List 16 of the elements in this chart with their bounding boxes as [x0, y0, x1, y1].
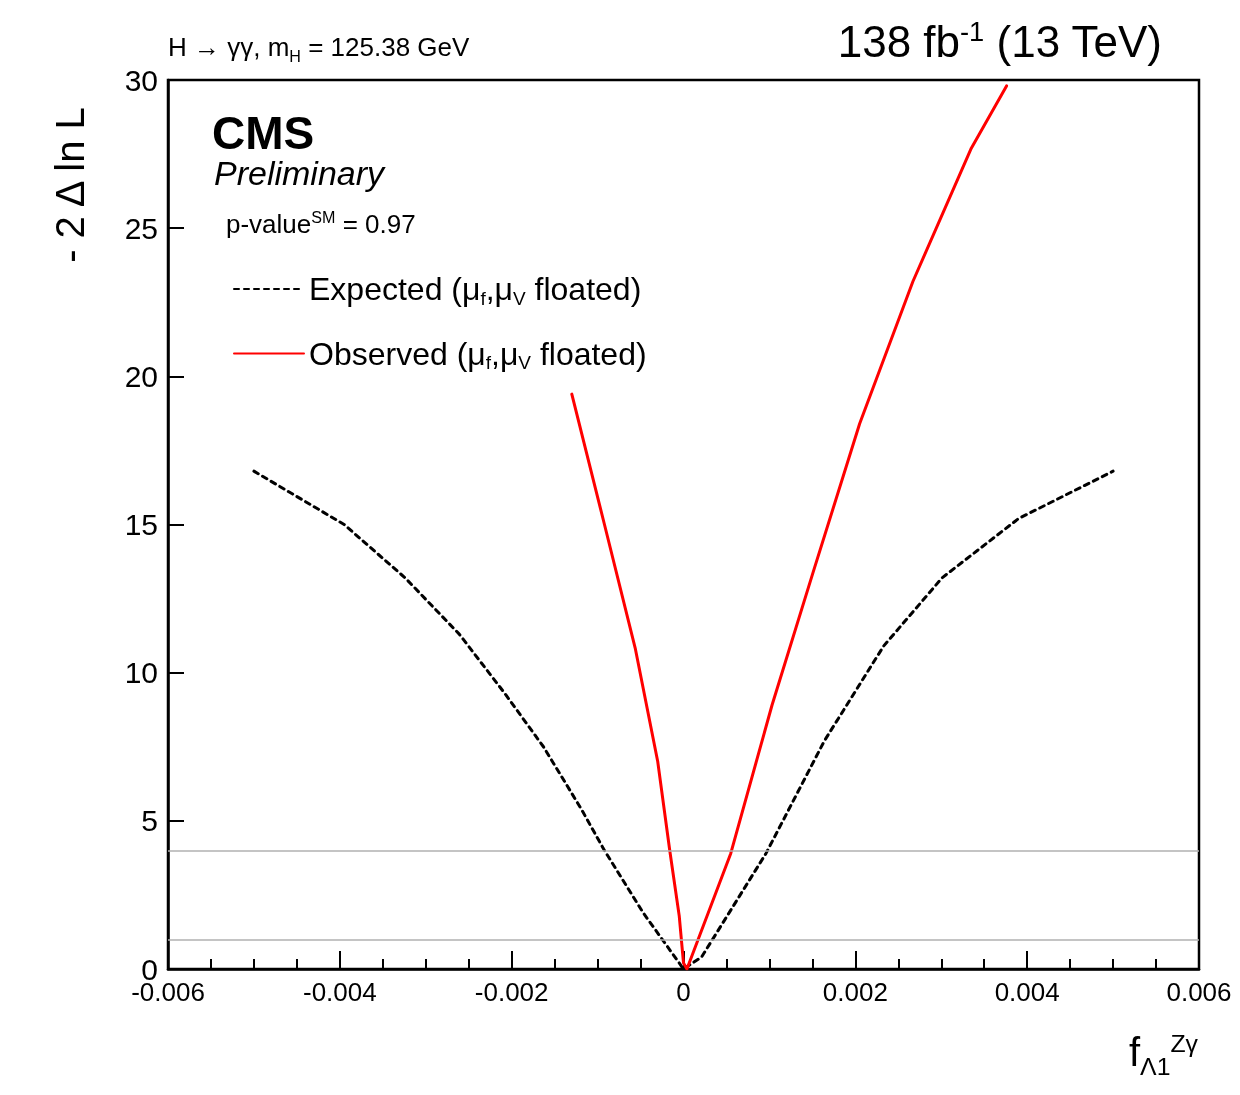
y-tick-label: 25 [124, 211, 158, 245]
x-tick-label: -0.004 [302, 977, 377, 1007]
y-tick-label: 15 [124, 508, 158, 541]
annotation: p-value$^{SM}$ = 0.97 [226, 208, 416, 240]
y-tick-label: 30 [124, 63, 158, 97]
chart-title: H → γγ, m$_{H}$ = 125.38 GeV [168, 32, 470, 67]
y-tick-label: 10 [124, 656, 158, 690]
x-tick-label: 0.006 [1166, 977, 1232, 1007]
y-axis-title: - 2 Δ ln L [47, 107, 93, 263]
x-tick-label: 0 [676, 977, 691, 1007]
x-tick-label: -0.002 [474, 977, 549, 1007]
x-tick-label: 0.002 [822, 977, 888, 1007]
y-tick-label: 5 [141, 804, 158, 838]
x-tick-label: 0.004 [994, 977, 1060, 1007]
y-tick-label: 20 [124, 359, 158, 393]
chart-subtitle: 138 fb$^{-1}$ (13 TeV) [837, 16, 1162, 67]
